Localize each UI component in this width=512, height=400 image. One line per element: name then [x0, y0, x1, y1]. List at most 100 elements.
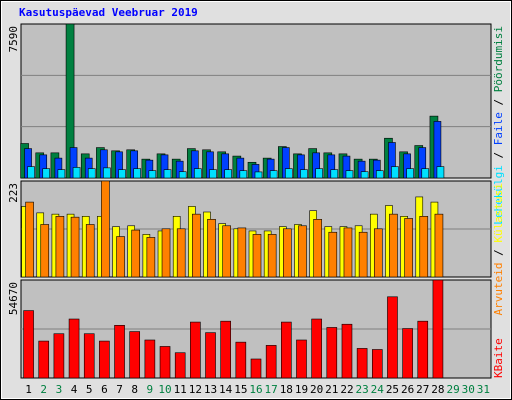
bar: [222, 225, 231, 278]
bar: [235, 341, 247, 379]
legend-entry: Külastusi: [492, 183, 505, 243]
x-tick-label: 31: [477, 383, 490, 396]
bar: [328, 231, 338, 278]
chart-title: Kasutuspäevad Veebruar 2019: [19, 6, 198, 19]
bar: [265, 345, 277, 379]
y-tick-label: 7590: [7, 26, 20, 53]
bar: [68, 318, 80, 379]
bar: [326, 327, 338, 379]
legend-entry: Faile: [492, 112, 505, 145]
x-tick-label: 5: [86, 383, 93, 396]
bar: [83, 333, 95, 379]
bar: [146, 237, 156, 278]
x-tick-label: 25: [386, 383, 399, 396]
bar: [311, 318, 322, 379]
bar: [313, 219, 322, 278]
bar: [40, 224, 50, 278]
x-tick-label: 2: [40, 383, 47, 396]
bar: [358, 231, 368, 278]
legend: KBaite: [492, 338, 505, 378]
x-tick-label: 16: [249, 383, 262, 396]
bar: [419, 216, 429, 278]
x-tick-label: 22: [340, 383, 353, 396]
x-tick-label: 20: [310, 383, 323, 396]
legend-entry: Lehekülgi: [492, 165, 505, 225]
bar: [269, 170, 278, 179]
legend-entry: Pöördumisi: [492, 26, 505, 92]
bar: [70, 216, 80, 278]
bar: [190, 321, 201, 379]
bar: [161, 228, 171, 278]
bar: [360, 171, 369, 179]
legend-entry: Arvuteid: [492, 262, 505, 315]
bar: [239, 170, 248, 179]
x-tick-label: 18: [280, 383, 293, 396]
x-tick-label: 4: [71, 383, 78, 396]
y-tick-label: 54670: [7, 282, 20, 315]
legend-separator: /: [492, 145, 505, 165]
bar: [356, 348, 368, 379]
bar: [103, 167, 111, 179]
y-tick-label: 223: [7, 183, 20, 203]
bar: [178, 171, 187, 179]
x-tick-label: 27: [416, 383, 429, 396]
bar: [42, 168, 51, 179]
bar: [250, 358, 262, 379]
bar: [116, 236, 125, 278]
bar: [87, 168, 96, 179]
bar: [205, 332, 216, 379]
legend-entry: KBaite: [492, 338, 505, 378]
x-tick-label: 21: [325, 383, 338, 396]
x-tick-label: 12: [189, 383, 202, 396]
bar: [432, 279, 444, 379]
bar: [99, 340, 110, 379]
bar: [114, 324, 125, 379]
bar: [315, 168, 323, 179]
bar: [283, 228, 292, 278]
bar: [237, 227, 247, 278]
x-tick-label: 26: [401, 383, 414, 396]
bar: [345, 170, 354, 179]
bar: [174, 352, 186, 379]
bar: [55, 216, 65, 278]
bar: [194, 168, 202, 179]
x-tick-label: 29: [446, 383, 459, 396]
x-tick-label: 3: [56, 383, 63, 396]
x-tick-label: 13: [204, 383, 217, 396]
bar: [38, 340, 50, 379]
bar: [402, 328, 413, 379]
legend-separator: /: [492, 92, 505, 112]
bar: [389, 213, 398, 278]
bar: [129, 331, 141, 379]
x-tick-label: 11: [174, 383, 187, 396]
bar: [406, 168, 414, 179]
bar: [391, 166, 399, 179]
x-tick-label: 9: [147, 383, 154, 396]
bar: [224, 169, 232, 179]
bar: [25, 201, 34, 278]
bar: [131, 229, 141, 278]
bar: [281, 321, 292, 379]
bar: [404, 218, 413, 278]
bar: [27, 166, 35, 179]
bar: [254, 171, 263, 179]
bar: [421, 168, 430, 179]
bar: [72, 167, 81, 179]
bar: [209, 169, 217, 179]
bar: [298, 225, 307, 278]
legend: Lehekülgi / Faile / Pöördumisi: [492, 26, 505, 225]
bar: [159, 346, 171, 379]
x-tick-label: 1: [25, 383, 32, 396]
bar: [375, 170, 384, 179]
bar: [163, 169, 172, 179]
x-tick-label: 24: [371, 383, 385, 396]
x-tick-label: 28: [431, 383, 444, 396]
bar: [434, 213, 444, 278]
bar: [252, 234, 262, 278]
bar: [267, 234, 277, 278]
x-tick-label: 23: [356, 383, 369, 396]
bar: [343, 227, 353, 278]
bar: [387, 296, 398, 379]
x-tick-label: 10: [158, 383, 171, 396]
